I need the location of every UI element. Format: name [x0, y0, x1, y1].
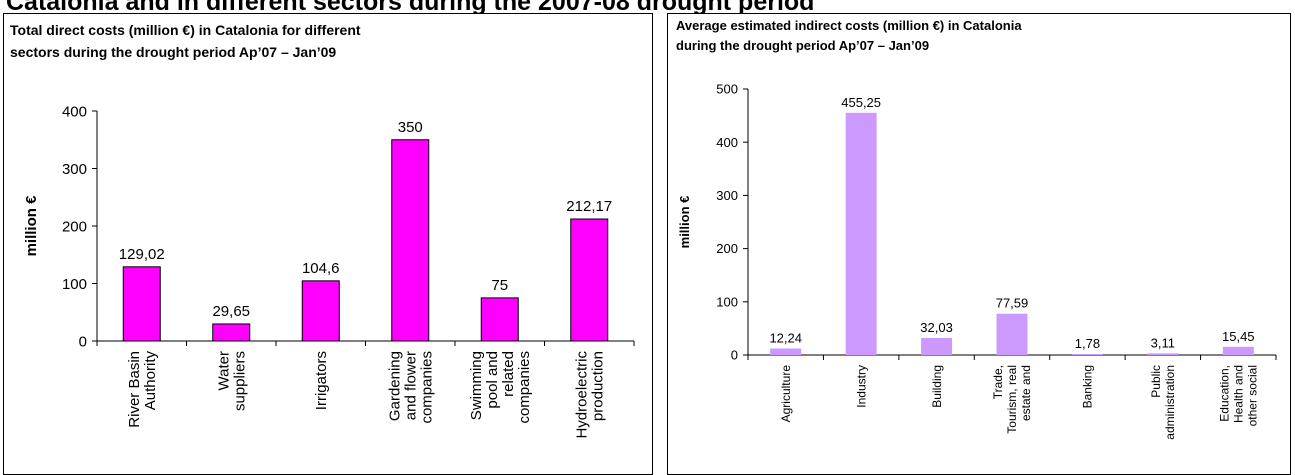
bar-value-label: 29,65 [212, 303, 250, 320]
y-tick-label: 100 [716, 294, 738, 309]
category-label: Water [216, 351, 233, 390]
indirect-costs-title-line-1: Average estimated indirect costs (millio… [676, 18, 1022, 33]
bar [301, 280, 340, 342]
category-label: Trade, [991, 365, 1005, 399]
bar-value-label: 129,02 [119, 246, 165, 263]
bar [122, 266, 161, 342]
direct-costs-chart-title: Total direct costs (million €) in Catalo… [10, 20, 361, 63]
bar [921, 337, 953, 355]
bar [1222, 346, 1254, 355]
y-tick-label: 400 [62, 103, 87, 120]
bar-value-label: 77,59 [996, 296, 1029, 311]
bar [570, 218, 609, 342]
category-label: Agriculture [779, 365, 793, 423]
y-axis-label: million € [677, 196, 692, 249]
category-label: other social [1245, 365, 1259, 426]
category-label: related [500, 351, 517, 397]
category-label: and flower [403, 351, 420, 420]
bar-value-label: 12,24 [769, 330, 802, 345]
direct-costs-chart-panel: Total direct costs (million €) in Catalo… [3, 13, 653, 475]
category-label: Swimming [468, 351, 485, 420]
category-label: Health and [1231, 365, 1245, 423]
bar [996, 313, 1028, 355]
category-label: pool and [484, 351, 501, 409]
bar [770, 348, 802, 355]
bar [391, 139, 430, 342]
page-title: Catalonia and in different sectors durin… [6, 0, 815, 16]
bar [1147, 353, 1179, 355]
y-tick-label: 300 [716, 188, 738, 203]
bar [845, 112, 877, 355]
indirect-costs-chart-panel: Average estimated indirect costs (millio… [667, 13, 1291, 475]
direct-costs-title-line-2: sectors during the drought period Ap’07 … [10, 43, 337, 60]
y-tick-label: 100 [62, 276, 87, 293]
category-label: Gardening [387, 351, 404, 421]
bar-value-label: 3,11 [1151, 335, 1175, 350]
bar [480, 297, 519, 342]
category-label: Tourism, real [1005, 365, 1019, 434]
y-tick-label: 400 [716, 135, 738, 150]
category-label: Education, [1217, 365, 1231, 422]
indirect-costs-title-line-2: during the drought period Ap’07 – Jan’09 [676, 38, 930, 54]
category-label: estate and [1019, 365, 1033, 421]
bar [1071, 354, 1103, 355]
bar-value-label: 350 [398, 119, 423, 136]
y-tick-label: 0 [79, 333, 87, 350]
y-tick-label: 0 [731, 348, 738, 363]
y-tick-label: 200 [62, 218, 87, 235]
direct-costs-bar-chart: million € 0 100 200 300 400 129,02 River Basin A… [23, 103, 635, 439]
category-label: Building [930, 365, 944, 408]
category-label: production [590, 351, 607, 421]
y-axis-label: million € [23, 195, 40, 257]
category-label: companies [419, 351, 436, 424]
y-tick-label: 300 [62, 161, 87, 178]
category-label: administration [1163, 365, 1177, 440]
indirect-costs-chart-title: Average estimated indirect costs (millio… [676, 16, 1022, 56]
category-label: companies [516, 351, 533, 424]
y-tick-label: 200 [716, 241, 738, 256]
category-label: Industry [854, 365, 868, 408]
category-label: Banking [1081, 365, 1095, 408]
category-label: Hydroelectric [574, 351, 591, 439]
bar-value-label: 104,6 [302, 260, 340, 277]
category-label: Public [1149, 365, 1163, 398]
bar-value-label: 75 [491, 277, 508, 294]
bar-value-label: 32,03 [920, 320, 953, 335]
bar [212, 323, 251, 342]
direct-costs-title-line-1: Total direct costs (million €) in Catalo… [10, 22, 361, 38]
category-label: River Basin [126, 351, 143, 428]
category-label: suppliers [232, 351, 249, 411]
category-label: Authority [142, 351, 159, 411]
bar-value-label: 455,25 [841, 95, 881, 110]
bar-value-label: 15,45 [1222, 329, 1255, 344]
indirect-costs-bar-chart: million € 0 100 200 300 400 500 12,24 Agricultur… [677, 82, 1277, 440]
y-tick-label: 500 [716, 82, 738, 97]
bar-value-label: 1,78 [1075, 336, 1100, 351]
category-label: Irrigators [313, 351, 330, 410]
bar-value-label: 212,17 [566, 198, 612, 215]
